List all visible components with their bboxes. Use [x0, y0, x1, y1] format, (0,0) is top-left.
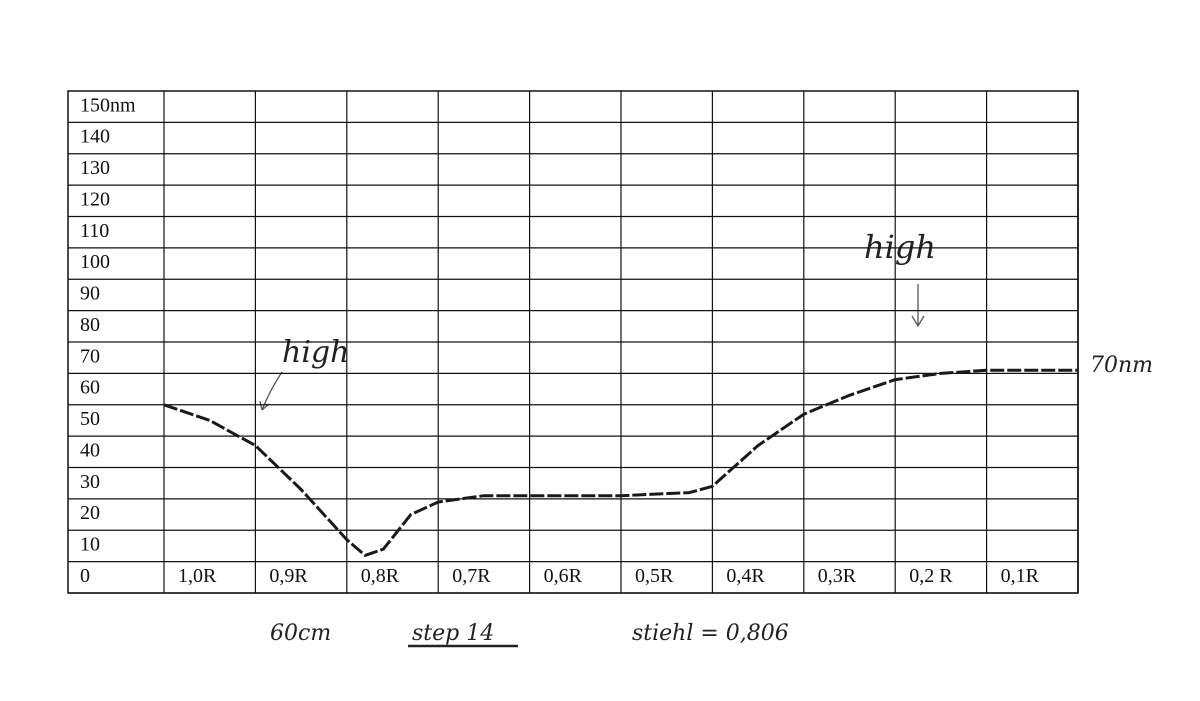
arrow: [911, 284, 925, 328]
y-tick-label: 130: [80, 157, 110, 179]
y-tick-label: 90: [80, 283, 100, 305]
data-line: [163, 368, 1078, 557]
y-tick-label: 110: [80, 220, 109, 242]
y-tick-label: 100: [80, 251, 110, 273]
x-tick-label: 0,5R: [635, 565, 674, 587]
x-tick-label: 0,6R: [544, 565, 583, 587]
y-tick-label: 50: [80, 408, 100, 430]
y-tick-label: 20: [80, 502, 100, 524]
x-tick-label: 0,7R: [452, 565, 491, 587]
x-tick-label: 0,3R: [818, 565, 857, 587]
x-tick-label: 0,1R: [1001, 565, 1040, 587]
y-tick-label: 60: [80, 377, 100, 399]
x-tick-label: 0,8R: [361, 565, 400, 587]
annotation: high: [282, 335, 349, 370]
x-tick-label: 0,2 R: [909, 565, 953, 587]
y-tick-label: 70: [80, 345, 100, 367]
y-tick-label: 40: [80, 439, 100, 461]
annotation: 60cm: [270, 621, 331, 646]
annotation: step 14: [412, 621, 494, 646]
annotation: 70nm: [1090, 353, 1153, 378]
y-tick-label: 10: [80, 534, 100, 556]
x-tick-label: 1,0R: [178, 565, 217, 587]
x-tick-label: 0,9R: [269, 565, 308, 587]
y-tick-label: 140: [80, 126, 110, 148]
y-tick-label: 150nm: [80, 94, 136, 116]
annotation: stiehl = 0,806: [632, 621, 789, 646]
y-tick-label: 80: [80, 314, 100, 336]
y-tick-label: 0: [80, 565, 90, 587]
annotation: high: [864, 228, 936, 266]
y-tick-label: 120: [80, 188, 110, 210]
x-tick-label: 0,4R: [726, 565, 765, 587]
y-tick-label: 30: [80, 471, 100, 493]
